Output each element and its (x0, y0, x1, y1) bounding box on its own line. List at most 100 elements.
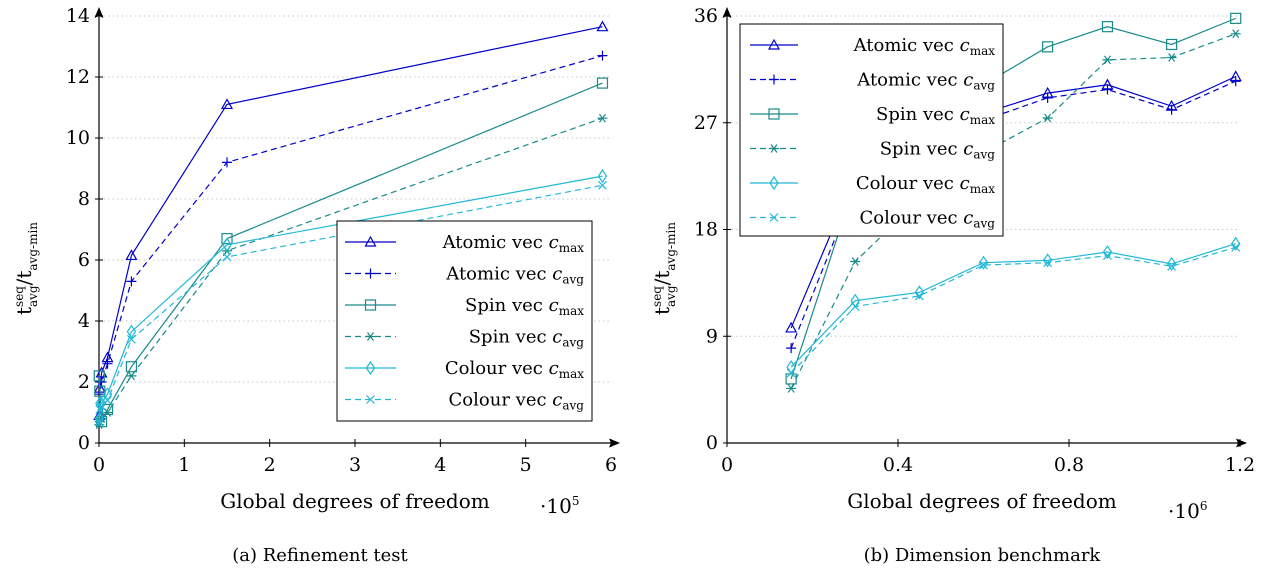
refinement-legend-marker-4 (365, 360, 376, 376)
refinement-y-tick-label-3: 6 (78, 249, 90, 271)
dimension-x-arrowhead (1236, 438, 1247, 448)
dimension-series-4-point-5 (1102, 244, 1113, 260)
dimension-series-4-point-7 (1230, 236, 1241, 251)
refinement-x-tick-label-5: 5 (520, 454, 532, 476)
dimension-series-5-point-7 (1231, 242, 1241, 252)
refinement-legend-label-2: Spin vec cmax (465, 295, 584, 318)
dimension-x-ticks: 0 0.4 0.8 1.2 (721, 439, 1255, 476)
dimension-series-2-point-7 (1230, 12, 1242, 24)
dimension-series-3-point-4 (1042, 113, 1053, 123)
refinement-series-5-point-0 (94, 417, 104, 427)
refinement-series-2-point-0 (93, 370, 105, 382)
refinement-series-5-point-3 (103, 395, 112, 405)
dimension-series-1-point-7 (1230, 76, 1241, 87)
dimension-series-3-point-5 (1102, 55, 1113, 65)
dimension-legend-box (739, 23, 1004, 237)
refinement-y-tick-label-4: 8 (78, 188, 90, 210)
dimension-legend-marker-2 (768, 108, 780, 120)
refinement-x-multiplier: ·105 (540, 494, 579, 518)
refinement-series-3-point-4 (126, 371, 137, 381)
dimension-series-2-point-5 (1101, 21, 1114, 33)
dimension-caption: (b) Dimension benchmark (864, 545, 1102, 566)
dimension-x-tick-label-2: 0.8 (1054, 454, 1084, 476)
dimension-series-5-point-3 (979, 260, 988, 270)
refinement-y-axis-label: tseqavg/tavg-min (12, 222, 40, 315)
dimension-series-1-point-6 (1166, 104, 1177, 115)
dimension-benchmark-panel: 0 0.4 0.8 1.2 0 9 18 27 36 Global degrees of fr… (650, 5, 1255, 566)
refinement-legend-marker-5 (366, 395, 375, 404)
refinement-x-tick-label-6: 6 (605, 454, 617, 476)
dimension-x-tick-label-0: 0 (721, 454, 733, 476)
dimension-x-tick-label-3: 1.2 (1225, 454, 1255, 476)
refinement-series-0-point-6 (596, 20, 609, 32)
dimension-series-3-point-0 (786, 384, 797, 393)
refinement-series-4-point-6 (597, 169, 608, 184)
refinement-legend-label-1: Atomic vec cavg (445, 264, 584, 287)
dimension-y-tick-label-1: 9 (706, 325, 718, 347)
refinement-series-5-point-6 (598, 180, 607, 190)
refinement-x-axis-label: Global degrees of freedom (220, 489, 489, 513)
dimension-series-5-point-6 (1167, 261, 1177, 271)
dimension-series-5-point-5 (1103, 251, 1112, 261)
refinement-series-0-point-4 (125, 249, 138, 261)
refinement-series-4-point-2 (96, 396, 107, 411)
refinement-y-tick-label-0: 0 (78, 432, 90, 454)
refinement-legend-marker-2 (364, 299, 377, 311)
refinement-series-1-point-6 (597, 50, 608, 61)
refinement-series-4-line (98, 175, 603, 419)
dimension-x-axis-label: Global degrees of freedom (847, 489, 1116, 513)
dimension-legend-label-0: Atomic vec cmax (853, 35, 996, 58)
dimension-series-4-line (790, 243, 1236, 368)
refinement-x-arrowhead (609, 438, 620, 448)
dimension-series-2-point-6 (1165, 38, 1178, 51)
refinement-series-2-point-3 (101, 403, 114, 416)
refinement-x-tick-label-2: 2 (264, 454, 276, 476)
dimension-x-tick-label-1: 0.4 (883, 454, 913, 476)
refinement-legend: Atomic vec cmax Atomic vec cavg Spin vec c… (336, 220, 593, 422)
refinement-series-4-point-0 (94, 411, 104, 426)
dimension-series-2-point-4 (1042, 41, 1054, 53)
dimension-y-tick-label-4: 36 (694, 5, 718, 27)
dimension-series-3-point-6 (1166, 53, 1177, 62)
dimension-series-4 (786, 236, 1241, 375)
refinement-y-ticks: 0 2 4 6 8 10 12 14 (66, 5, 103, 454)
refinement-caption: (a) Refinement test (232, 545, 408, 566)
refinement-series-1-point-3 (102, 358, 113, 369)
dimension-series-5-point-4 (1043, 258, 1053, 268)
dimension-legend: Atomic vec cmax Atomic vec cavg Spin vec c… (739, 23, 1004, 237)
dimension-legend-label-1: Atomic vec cavg (856, 70, 995, 93)
refinement-y-tick-label-6: 12 (66, 66, 90, 88)
dimension-x-multiplier: ·106 (1168, 499, 1207, 523)
refinement-x-tick-label-1: 1 (178, 454, 190, 476)
refinement-legend-label-3: Spin vec cavg (469, 327, 585, 350)
refinement-legend-marker-0 (364, 235, 377, 247)
refinement-x-tick-label-0: 0 (93, 454, 105, 476)
dimension-series-5 (786, 242, 1241, 378)
refinement-series-2-point-6 (596, 77, 609, 89)
refinement-y-arrowhead (94, 7, 104, 18)
dimension-series-5-point-1 (850, 302, 860, 312)
dimension-series-3-point-7 (1230, 29, 1241, 39)
dimension-y-ticks: 0 9 18 27 36 (694, 5, 731, 454)
dimension-series-4-point-6 (1166, 256, 1177, 271)
refinement-series-5 (94, 180, 607, 427)
refinement-legend-marker-3 (365, 332, 376, 341)
dimension-legend-label-4: Colour vec cmax (856, 173, 995, 196)
dimension-y-axis-label: tseqavg/tavg-min (650, 222, 678, 315)
dimension-series-1-point-0 (786, 343, 797, 354)
refinement-series-1-point-5 (222, 157, 232, 168)
dimension-y-tick-label-0: 0 (706, 432, 718, 454)
dimension-series-1-point-5 (1102, 84, 1113, 95)
refinement-legend-box (336, 220, 593, 422)
dimension-series-5-line (790, 246, 1236, 374)
dimension-legend-label-5: Colour vec cavg (860, 208, 996, 231)
dimension-series-5-point-2 (914, 291, 924, 301)
dimension-legend-marker-5 (769, 213, 779, 222)
refinement-series-5-point-5 (222, 252, 232, 262)
dimension-series-5-point-0 (786, 368, 796, 378)
refinement-series-2-point-5 (221, 233, 233, 245)
refinement-legend-label-5: Colour vec cavg (449, 390, 585, 413)
dimension-y-tick-label-2: 18 (694, 219, 718, 241)
refinement-x-tick-label-4: 4 (434, 454, 446, 476)
